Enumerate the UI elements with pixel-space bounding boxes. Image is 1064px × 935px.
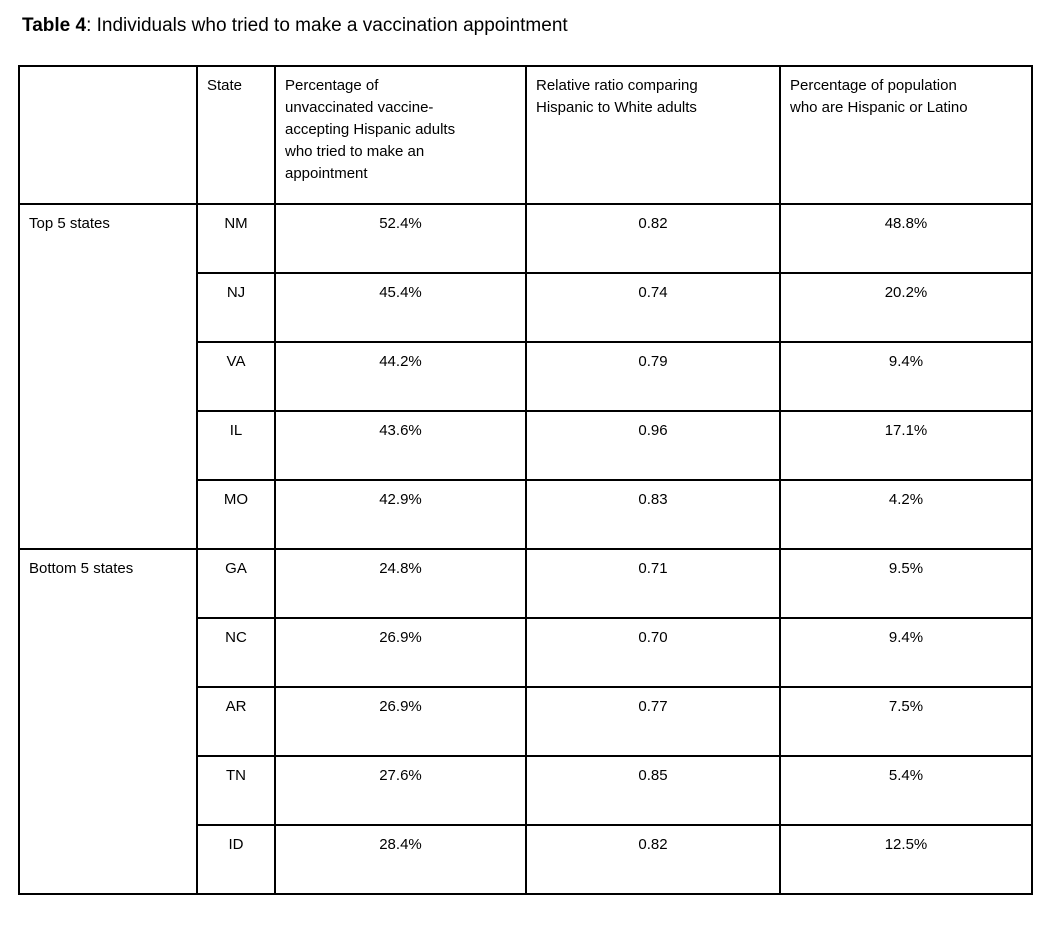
table-row: ID 28.4% 0.82 12.5%	[19, 824, 1033, 895]
state-cell: GA	[196, 548, 276, 619]
ratio-cell: 0.74	[525, 272, 781, 343]
pct-tried-cell: 45.4%	[274, 272, 527, 343]
header-pct-population: Percentage of population who are Hispani…	[779, 65, 1033, 205]
ratio-cell: 0.70	[525, 617, 781, 688]
state-cell: NJ	[196, 272, 276, 343]
ratio-cell: 0.71	[525, 548, 781, 619]
state-cell: VA	[196, 341, 276, 412]
header-row: State Percentage of unvaccinated vaccine…	[18, 65, 1033, 205]
pct-tried-cell: 27.6%	[274, 755, 527, 826]
pct-pop-cell: 48.8%	[779, 203, 1033, 274]
ratio-cell: 0.85	[525, 755, 781, 826]
header-state: State	[196, 65, 276, 205]
table-row: IL 43.6% 0.96 17.1%	[19, 410, 1033, 481]
table-row: TN 27.6% 0.85 5.4%	[19, 755, 1033, 826]
row-group-label: Top 5 states	[18, 203, 198, 550]
table-title-text: : Individuals who tried to make a vaccin…	[86, 15, 568, 36]
state-cell: TN	[196, 755, 276, 826]
table-row: AR 26.9% 0.77 7.5%	[19, 686, 1033, 757]
header-pct-tried: Percentage of unvaccinated vaccine- acce…	[274, 65, 527, 205]
row-group-label: Bottom 5 states	[18, 548, 198, 895]
pct-tried-cell: 26.9%	[274, 617, 527, 688]
pct-pop-cell: 17.1%	[779, 410, 1033, 481]
pct-pop-cell: 4.2%	[779, 479, 1033, 550]
pct-tried-cell: 44.2%	[274, 341, 527, 412]
table-row: NJ 45.4% 0.74 20.2%	[19, 272, 1033, 343]
pct-tried-cell: 43.6%	[274, 410, 527, 481]
table-body: Top 5 states NM 52.4% 0.82 48.8% NJ 45.4% 0.74 2…	[18, 203, 1033, 895]
header-relative-ratio: Relative ratio comparing Hispanic to Whi…	[525, 65, 781, 205]
ratio-cell: 0.82	[525, 824, 781, 895]
pct-pop-cell: 9.4%	[779, 617, 1033, 688]
ratio-cell: 0.83	[525, 479, 781, 550]
header-corner-cell	[18, 65, 198, 205]
pct-pop-cell: 7.5%	[779, 686, 1033, 757]
state-cell: AR	[196, 686, 276, 757]
pct-tried-cell: 24.8%	[274, 548, 527, 619]
pct-pop-cell: 5.4%	[779, 755, 1033, 826]
table-number-label: Table 4	[22, 15, 87, 36]
table-row: Bottom 5 states GA 24.8% 0.71 9.5%	[18, 548, 1033, 895]
state-cell: MO	[196, 479, 276, 550]
vaccination-appointment-table: State Percentage of unvaccinated vaccine…	[18, 65, 1033, 895]
pct-pop-cell: 20.2%	[779, 272, 1033, 343]
pct-tried-cell: 52.4%	[274, 203, 527, 274]
state-cell: NM	[196, 203, 276, 274]
table-row: NC 26.9% 0.70 9.4%	[19, 617, 1033, 688]
page-title: Table 4: Individuals who tried to make a…	[22, 14, 1064, 38]
state-cell: NC	[196, 617, 276, 688]
ratio-cell: 0.79	[525, 341, 781, 412]
ratio-cell: 0.82	[525, 203, 781, 274]
table-row: MO 42.9% 0.83 4.2%	[19, 479, 1033, 550]
pct-tried-cell: 26.9%	[274, 686, 527, 757]
ratio-cell: 0.77	[525, 686, 781, 757]
state-cell: IL	[196, 410, 276, 481]
pct-pop-cell: 12.5%	[779, 824, 1033, 895]
state-cell: ID	[196, 824, 276, 895]
pct-pop-cell: 9.5%	[779, 548, 1033, 619]
table-row: VA 44.2% 0.79 9.4%	[19, 341, 1033, 412]
ratio-cell: 0.96	[525, 410, 781, 481]
pct-tried-cell: 28.4%	[274, 824, 527, 895]
pct-tried-cell: 42.9%	[274, 479, 527, 550]
table-row: Top 5 states NM 52.4% 0.82 48.8%	[18, 203, 1033, 550]
pct-pop-cell: 9.4%	[779, 341, 1033, 412]
